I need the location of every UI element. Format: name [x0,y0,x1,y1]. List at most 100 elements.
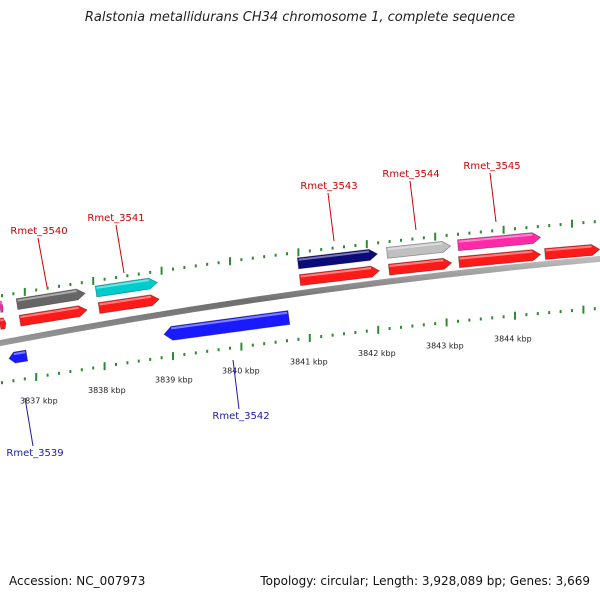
inner-tick-minor [23,377,26,381]
inner-tick-minor [559,310,562,314]
outer-tick-minor [115,275,117,279]
outer-tick-minor [525,226,528,230]
inner-tick-minor [548,311,551,315]
inner-tick-minor [251,343,254,347]
outer-tick-minor [286,252,288,256]
inner-tick-major [172,352,174,361]
kbp-label: 3842 kbp [358,349,396,358]
inner-tick-minor [331,333,334,337]
gene-rmet-3545-feature[interactable] [457,232,542,252]
outer-tick-minor [206,262,209,266]
label-rmet-3539[interactable]: Rmet_3539 [6,448,63,459]
inner-tick-major [35,373,38,382]
inner-tick-minor [46,373,49,377]
label-rmet-3541[interactable]: Rmet_3541 [87,213,144,224]
outer-tick-minor [343,245,345,249]
inner-tick-minor [206,349,209,353]
gene-partial-feature[interactable] [0,300,4,313]
inner-tick-minor [388,327,391,331]
outer-tick-minor [263,255,266,259]
summary-text: Topology: circular; Length: 3,928,089 bp… [260,574,590,588]
label-rmet-3540[interactable]: Rmet_3540 [10,226,67,237]
gene-rmet-3544-feature[interactable] [385,240,452,259]
outer-tick-minor [593,220,596,224]
cds-rmet-3544[interactable] [387,257,453,276]
outer-tick-minor [468,231,471,235]
outer-tick-major [23,287,26,296]
inner-tick-minor [502,315,505,319]
outer-tick-minor [422,236,425,240]
outer-tick-minor [172,267,174,271]
inner-tick-minor [468,318,471,322]
outer-tick-minor [377,241,380,245]
inner-tick-minor [536,312,539,316]
outer-tick-minor [491,229,494,233]
outer-tick-minor [183,265,186,269]
outer-tick-minor [12,292,15,296]
inner-tick-minor [286,339,288,343]
cds-rmet-3545[interactable] [458,249,542,269]
outer-tick-minor [308,249,311,253]
inner-tick-major [582,305,585,314]
outer-tick-minor [137,272,140,276]
outer-tick-minor [388,240,391,244]
outer-tick-minor [548,224,551,228]
inner-tick-minor [217,348,220,352]
gene-rmet-3545-feature-highlight [458,233,533,243]
gene-rmet-3541-feature-highlight [96,279,150,289]
inner-tick-minor [525,313,528,317]
cds-rmet-3540[interactable] [18,304,88,327]
kbp-label: 3838 kbp [88,386,126,395]
gene-rmet-3539-arrow[interactable] [8,349,29,364]
label-rmet-3545[interactable]: Rmet_3545 [463,161,520,172]
inner-tick-minor [160,356,163,360]
outer-tick-minor [320,248,323,252]
kbp-label: 3844 kbp [494,335,532,344]
kbp-label: 3843 kbp [426,342,464,351]
outer-tick-major [434,232,437,241]
cds-partial-right[interactable] [544,244,600,260]
label-rmet-3542-leader [232,359,240,410]
outer-tick-major [571,219,573,228]
outer-tick-major [160,266,163,275]
chromosome-backbone [0,255,600,347]
label-rmet-3541-leader [115,224,125,274]
outer-tick-minor [35,288,38,292]
inner-tick-minor [183,352,186,356]
label-rmet-3543[interactable]: Rmet_3543 [300,181,357,192]
inner-tick-minor [354,330,357,334]
outer-tick-minor [274,253,277,257]
gene-rmet-3541-feature[interactable] [94,277,159,298]
cds-rmet-3543-highlight [300,267,372,278]
gene-track [0,232,600,364]
kbp-scale: 3837 kbp 3838 kbp 3839 kbp 3840 kbp 3841 kbp… [20,335,532,406]
inner-tick-minor [126,361,129,365]
cds-rmet-3541[interactable] [97,294,161,314]
inner-tick-minor [137,359,140,363]
inner-tick-minor [422,323,425,327]
kbp-label: 3841 kbp [290,357,328,366]
cds-rmet-3543[interactable] [298,265,381,287]
outer-tick-minor [445,233,448,237]
outer-tick-minor [251,256,254,260]
inner-tick-minor [593,307,596,311]
gene-rmet-3542-arrow-highlight [171,311,288,330]
inner-tick-major [445,318,448,327]
outer-tick-minor [58,284,60,288]
outer-tick-minor [457,232,459,236]
label-rmet-3544[interactable]: Rmet_3544 [382,169,439,180]
outer-tick-minor [400,238,402,242]
accession-text: Accession: NC_007973 [9,574,146,588]
cds-partial-left[interactable] [0,317,7,330]
outer-tick-minor [103,277,106,281]
inner-tick-minor [194,351,197,355]
gene-rmet-3540-feature-highlight [17,290,77,302]
cds-partial-left-highlight [0,318,4,322]
label-rmet-3542[interactable]: Rmet_3542 [212,411,269,422]
gene-rmet-3540-feature[interactable] [15,288,86,311]
label-rmet-3544-leader [409,180,417,231]
gene-rmet-3543-feature[interactable] [296,248,379,270]
inner-tick-minor [297,337,300,341]
gene-rmet-3542-arrow[interactable] [163,310,291,342]
